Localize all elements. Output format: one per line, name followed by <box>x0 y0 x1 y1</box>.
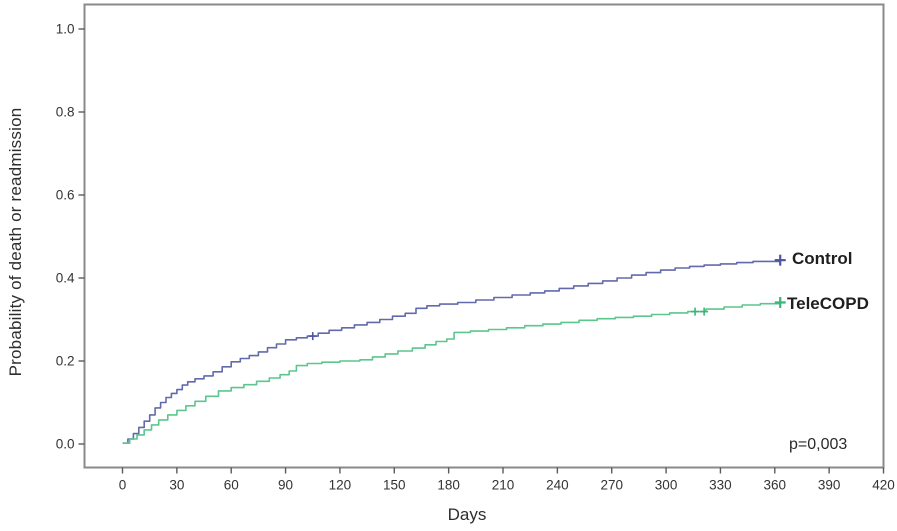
telecopd-curve <box>122 302 781 444</box>
x-axis-tick-label: 0 <box>119 478 127 493</box>
series-label-control: Control <box>792 249 853 268</box>
x-axis-tick-label: 330 <box>709 478 732 493</box>
y-axis-tick-label: 0.8 <box>56 105 75 120</box>
control-curve <box>122 260 781 444</box>
x-axis-tick-label: 120 <box>329 478 352 493</box>
x-axis-tick-label: 300 <box>655 478 678 493</box>
x-axis-tick-label: 360 <box>764 478 787 493</box>
x-axis-title: Days <box>447 505 487 524</box>
telecopd-series <box>122 296 786 444</box>
series-label-telecopd: TeleCOPD <box>787 294 869 313</box>
y-axis: 0.0 0.2 0.4 0.6 0.8 1.0 <box>56 22 85 452</box>
x-axis-tick-label: 420 <box>872 478 895 493</box>
y-axis-tick-label: 0.6 <box>56 188 75 203</box>
x-axis-tick-label: 210 <box>492 478 515 493</box>
y-axis-tick-label: 1.0 <box>56 22 75 37</box>
y-axis-title: Probability of death or readmission <box>6 107 25 377</box>
x-axis-tick-label: 390 <box>818 478 841 493</box>
y-axis-tick-label: 0.2 <box>56 354 75 369</box>
x-axis-tick-label: 60 <box>224 478 239 493</box>
plot-border <box>83 3 885 469</box>
p-value-annotation: p=0,003 <box>789 436 848 453</box>
x-axis-tick-label: 150 <box>383 478 406 493</box>
x-axis-tick-label: 240 <box>546 478 569 493</box>
x-axis: 0 30 60 90 120 150 180 210 240 270 300 330 360 390 420 <box>119 467 895 493</box>
control-series <box>122 254 786 444</box>
x-axis-tick-label: 180 <box>437 478 460 493</box>
x-axis-tick-label: 90 <box>278 478 293 493</box>
y-axis-tick-label: 0.4 <box>56 271 75 286</box>
y-axis-tick-label: 0.0 <box>56 437 75 452</box>
x-axis-tick-label: 270 <box>600 478 623 493</box>
x-axis-tick-label: 30 <box>169 478 184 493</box>
